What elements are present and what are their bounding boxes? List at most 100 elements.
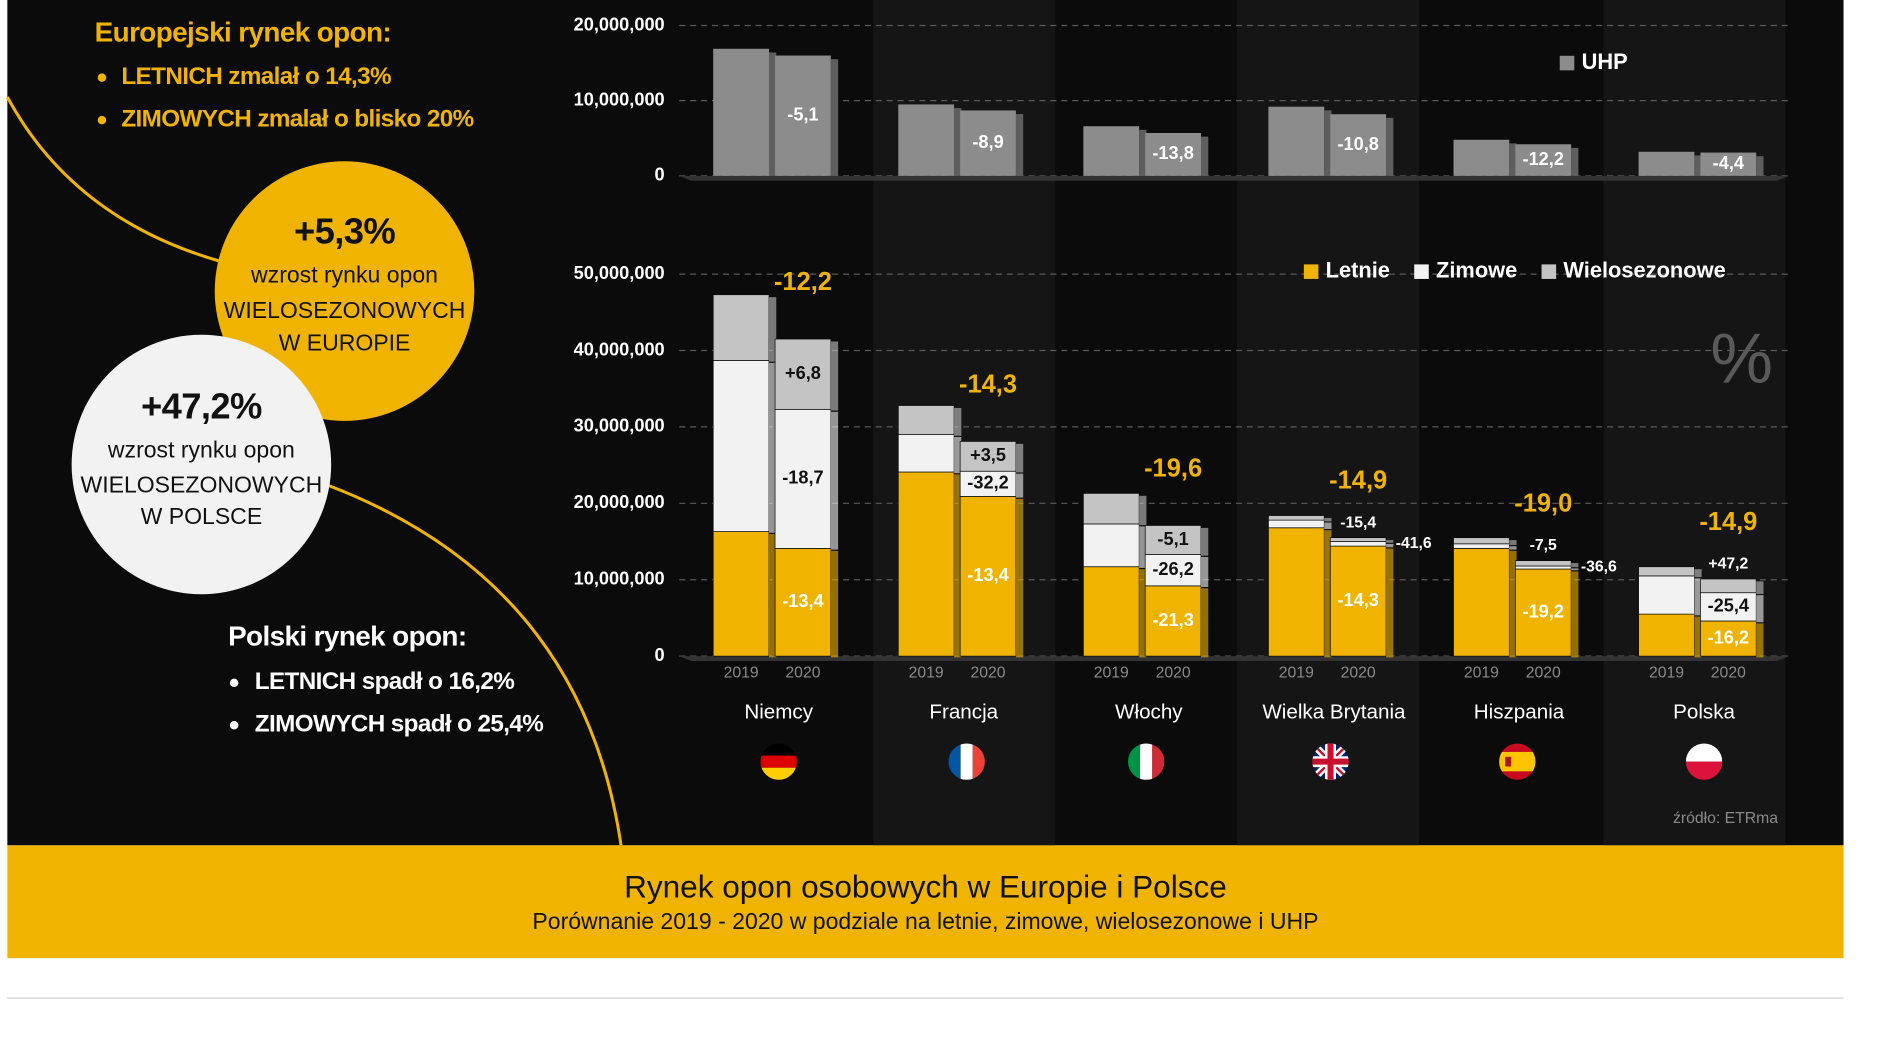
bar-side: [1200, 136, 1209, 176]
bar-side: [1015, 498, 1024, 658]
total-change: -14,3: [959, 370, 1017, 398]
bar-segment: [1453, 543, 1510, 549]
bar-segment: [712, 360, 770, 532]
change-label: -4,4: [1713, 153, 1745, 173]
year-label: 2020: [971, 664, 1006, 681]
change-label: -13,4: [782, 591, 824, 611]
bar-side: [1694, 578, 1702, 616]
footer-title: Rynek opon osobowych w Europie i Polsce: [624, 868, 1227, 904]
bar-side: [1324, 530, 1332, 658]
bar-side: [954, 474, 962, 658]
poland-item: LETNICH spadł o 16,2%: [255, 668, 515, 695]
poland-badge: [71, 334, 332, 595]
bar: [713, 48, 769, 176]
bar-side: [1386, 117, 1394, 176]
change-label: -25,4: [1708, 596, 1750, 616]
bar-segment: [774, 548, 832, 657]
legend-swatch: [1303, 264, 1319, 279]
bar-side: [954, 407, 962, 436]
legend-label: UHP: [1582, 49, 1628, 74]
legend-label: Zimowe: [1436, 257, 1517, 282]
bullet: [229, 721, 239, 730]
poland-heading: Polski rynek opon:: [228, 620, 466, 651]
change-label: -13,8: [1152, 143, 1193, 163]
year-label: 2020: [1526, 664, 1561, 681]
bar-segment: [1329, 541, 1387, 547]
flag: [948, 743, 985, 780]
bar-side: [1386, 540, 1394, 543]
bar-segment: [1144, 585, 1202, 657]
bar: [1453, 139, 1510, 176]
bar-side: [768, 297, 777, 362]
change-label: -26,2: [1152, 559, 1193, 579]
bar-side: [1386, 548, 1394, 658]
bar-side: [1571, 147, 1579, 176]
legend-label: Letnie: [1326, 257, 1390, 282]
year-label: 2020: [1711, 664, 1746, 681]
change-label: +6,8: [785, 363, 821, 383]
change-label: -5,1: [1157, 529, 1188, 549]
badge-line: WIELOSEZONOWYCH: [224, 297, 466, 323]
change-label: +47,2: [1708, 556, 1748, 573]
bar: [960, 110, 1016, 176]
bar-side: [1509, 546, 1517, 550]
year-label: 2019: [1279, 664, 1314, 681]
bar-segment: [897, 405, 955, 435]
change-label: -19,2: [1523, 601, 1564, 621]
bar-segment: [1268, 515, 1325, 521]
bar-side: [1015, 114, 1024, 176]
year-label: 2020: [785, 664, 820, 681]
bar-side: [1324, 522, 1332, 529]
badge-value: +5,3%: [294, 211, 395, 252]
bullet: [229, 678, 239, 688]
x-tick-label: Niemcy: [744, 701, 813, 724]
year-label: 2020: [1341, 664, 1376, 681]
year-label: 2019: [1649, 664, 1684, 681]
badge-line: wzrost rynku opon: [250, 262, 438, 288]
bar-segment: [712, 531, 770, 657]
bar-side: [1509, 540, 1517, 546]
change-label: -14,3: [1337, 590, 1378, 610]
total-change: -14,9: [1699, 508, 1757, 536]
bar-side: [1694, 155, 1702, 176]
bar: [1638, 151, 1695, 176]
bar: [775, 55, 831, 176]
y-tick-label: 10,000,000: [574, 89, 665, 109]
bar-side: [1139, 129, 1147, 176]
source: źródło: ETRma: [1673, 810, 1778, 827]
change-label: -13,4: [967, 565, 1009, 585]
bar-segment: [1453, 548, 1510, 657]
bar-side: [1324, 110, 1332, 176]
bar-segment: [897, 434, 955, 473]
bar-side: [1694, 569, 1702, 578]
bar-side: [768, 362, 777, 533]
watermark: %: [1710, 318, 1773, 397]
bar-side: [1386, 543, 1394, 548]
badge-line: WIELOSEZONOWYCH: [80, 471, 322, 497]
bar-segment: [1144, 525, 1202, 555]
bar-segment: [1514, 560, 1572, 567]
footer-subtitle: Porównanie 2019 - 2020 w podziale na let…: [532, 908, 1318, 934]
badge-line: W EUROPIE: [279, 330, 411, 356]
bar-segment: [1700, 578, 1757, 594]
bar-side: [1139, 495, 1147, 526]
x-tick-label: Polska: [1673, 701, 1735, 724]
legend-swatch: [1541, 264, 1557, 279]
legend-swatch: [1559, 55, 1575, 71]
y-tick-label: 0: [655, 645, 665, 665]
flag: [1499, 743, 1536, 780]
y-tick-label: 40,000,000: [574, 339, 665, 359]
bar-side: [1694, 616, 1702, 658]
bar-side: [1756, 581, 1764, 594]
curve: [6, 96, 219, 263]
flag: [1312, 743, 1349, 780]
bar-segment: [1453, 537, 1510, 545]
bar-segment: [897, 471, 955, 657]
europe-item: LETNICH zmalał o 14,3%: [121, 63, 391, 90]
change-label: -18,7: [782, 468, 823, 488]
y-tick-label: 20,000,000: [574, 492, 665, 512]
flag: [1685, 743, 1723, 780]
footer-band: [7, 845, 1844, 959]
